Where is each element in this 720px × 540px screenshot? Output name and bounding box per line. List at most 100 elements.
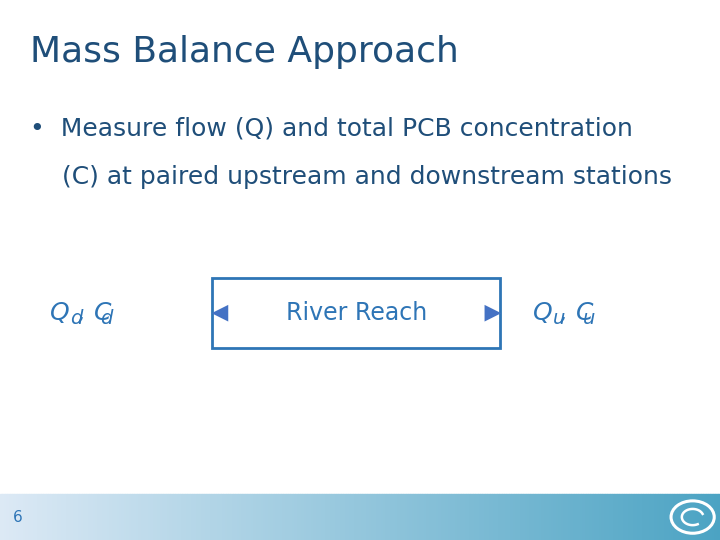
Bar (653, 494, 655, 540)
Bar (451, 494, 454, 540)
Bar (610, 494, 612, 540)
Bar (660, 494, 662, 540)
Bar (79, 494, 81, 540)
Bar (182, 494, 185, 540)
Bar (86, 494, 89, 540)
Bar (564, 494, 567, 540)
Bar (173, 494, 175, 540)
Bar (12, 494, 14, 540)
Bar (9, 494, 12, 540)
Bar (490, 494, 492, 540)
Bar (513, 494, 516, 540)
Bar (110, 494, 113, 540)
Bar (449, 494, 451, 540)
Bar (84, 494, 86, 540)
Bar (48, 494, 50, 540)
Bar (441, 494, 444, 540)
Bar (257, 494, 259, 540)
Bar (362, 494, 365, 540)
Bar (125, 494, 127, 540)
Bar (523, 494, 526, 540)
Bar (708, 494, 711, 540)
Bar (235, 494, 238, 540)
Bar (526, 494, 528, 540)
Bar (158, 494, 161, 540)
Bar (77, 494, 79, 540)
Bar (322, 494, 324, 540)
Bar (197, 494, 199, 540)
Bar (621, 494, 624, 540)
Bar (369, 494, 372, 540)
Text: 6: 6 (13, 510, 23, 524)
Bar (7, 494, 9, 540)
Bar (31, 494, 34, 540)
Bar (168, 494, 171, 540)
Bar (643, 494, 646, 540)
Bar (475, 494, 477, 540)
Bar (50, 494, 53, 540)
Bar (686, 494, 689, 540)
Bar (211, 494, 214, 540)
Bar (473, 494, 475, 540)
Bar (91, 494, 94, 540)
Bar (528, 494, 531, 540)
Bar (137, 494, 139, 540)
Bar (151, 494, 153, 540)
Bar (19, 494, 22, 540)
Bar (468, 494, 470, 540)
Bar (259, 494, 261, 540)
Bar (545, 494, 547, 540)
Bar (72, 494, 74, 540)
Bar (351, 494, 353, 540)
Bar (540, 494, 542, 540)
Bar (271, 494, 274, 540)
Bar (612, 494, 614, 540)
Bar (557, 494, 559, 540)
Bar (144, 494, 146, 540)
Bar (667, 494, 670, 540)
Bar (81, 494, 84, 540)
Bar (45, 494, 48, 540)
Text: d: d (100, 309, 112, 328)
Bar (535, 494, 538, 540)
Bar (264, 494, 266, 540)
Bar (96, 494, 99, 540)
Bar (506, 494, 509, 540)
Bar (338, 494, 341, 540)
Text: Mass Balance Approach: Mass Balance Approach (30, 35, 459, 69)
Bar (538, 494, 540, 540)
Bar (53, 494, 55, 540)
Bar (252, 494, 254, 540)
Bar (521, 494, 523, 540)
Bar (266, 494, 269, 540)
Bar (27, 494, 29, 540)
Bar (108, 494, 110, 540)
Bar (297, 494, 300, 540)
Bar (286, 494, 288, 540)
Bar (444, 494, 446, 540)
Bar (619, 494, 621, 540)
Bar (295, 494, 297, 540)
Bar (276, 494, 279, 540)
Bar (398, 494, 401, 540)
Bar (223, 494, 225, 540)
Text: River Reach: River Reach (286, 301, 427, 325)
Bar (274, 494, 276, 540)
Bar (600, 494, 603, 540)
Bar (415, 494, 418, 540)
Bar (240, 494, 243, 540)
Bar (626, 494, 629, 540)
Bar (341, 494, 343, 540)
Bar (641, 494, 643, 540)
Bar (171, 494, 173, 540)
Bar (518, 494, 521, 540)
Bar (675, 494, 677, 540)
Bar (492, 494, 495, 540)
Bar (425, 494, 427, 540)
Bar (567, 494, 569, 540)
Bar (189, 494, 192, 540)
Bar (677, 494, 679, 540)
Bar (106, 494, 108, 540)
Bar (718, 494, 720, 540)
Bar (389, 494, 391, 540)
